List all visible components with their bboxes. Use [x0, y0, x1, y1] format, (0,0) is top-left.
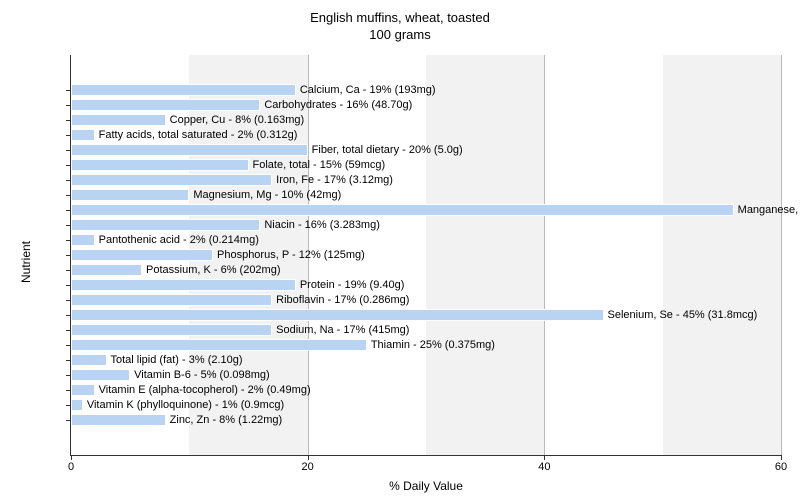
- bar-label: Riboflavin - 17% (0.286mg): [276, 294, 409, 306]
- bar-row: Fatty acids, total saturated - 2% (0.312…: [71, 128, 297, 143]
- xtick-mark: [71, 455, 72, 460]
- bar-label: Potassium, K - 6% (202mg): [146, 264, 281, 276]
- bar-row: Sodium, Na - 17% (415mg): [71, 323, 409, 338]
- bar-row: Vitamin B-6 - 5% (0.098mg): [71, 368, 270, 383]
- bar: [71, 189, 189, 201]
- bar-label: Protein - 19% (9.40g): [300, 279, 405, 291]
- bar-row: Folate, total - 15% (59mcg): [71, 158, 385, 173]
- bar-row: Potassium, K - 6% (202mg): [71, 263, 281, 278]
- bar-row: Iron, Fe - 17% (3.12mg): [71, 173, 393, 188]
- bar: [71, 219, 260, 231]
- bar-label: Thiamin - 25% (0.375mg): [371, 339, 495, 351]
- xtick-mark: [308, 455, 309, 460]
- xtick-label: 40: [538, 461, 550, 473]
- bar: [71, 144, 308, 156]
- bar-label: Sodium, Na - 17% (415mg): [276, 324, 409, 336]
- bar-label: Magnesium, Mg - 10% (42mg): [193, 189, 341, 201]
- chart-title: English muffins, wheat, toasted 100 gram…: [0, 0, 800, 44]
- bar: [71, 204, 734, 216]
- bar-row: Manganese, Mn - 56% (1.120mg): [71, 203, 800, 218]
- bar-row: Zinc, Zn - 8% (1.22mg): [71, 413, 282, 428]
- bar-row: Copper, Cu - 8% (0.163mg): [71, 113, 304, 128]
- xtick-label: 0: [68, 461, 74, 473]
- bar: [71, 399, 83, 411]
- xtick-label: 20: [302, 461, 314, 473]
- bar: [71, 129, 95, 141]
- bar: [71, 384, 95, 396]
- bar: [71, 354, 107, 366]
- bar-label: Total lipid (fat) - 3% (2.10g): [111, 354, 243, 366]
- bar: [71, 339, 367, 351]
- nutrient-chart: English muffins, wheat, toasted 100 gram…: [0, 0, 800, 500]
- bar-row: Thiamin - 25% (0.375mg): [71, 338, 495, 353]
- background-band: [544, 55, 662, 455]
- bar-label: Pantothenic acid - 2% (0.214mg): [99, 234, 259, 246]
- xtick-label: 60: [775, 461, 787, 473]
- bar: [71, 249, 213, 261]
- bar: [71, 369, 130, 381]
- bar-label: Selenium, Se - 45% (31.8mcg): [608, 309, 758, 321]
- bar-label: Vitamin B-6 - 5% (0.098mg): [134, 369, 270, 381]
- x-axis-label: % Daily Value: [389, 479, 463, 493]
- bar-row: Carbohydrates - 16% (48.70g): [71, 98, 412, 113]
- bar-row: Calcium, Ca - 19% (193mg): [71, 83, 436, 98]
- y-axis-label: Nutrient: [19, 241, 33, 283]
- gridline: [544, 55, 545, 455]
- bar: [71, 294, 272, 306]
- bar: [71, 234, 95, 246]
- background-band: [663, 55, 781, 455]
- xtick-mark: [781, 455, 782, 460]
- title-line2: 100 grams: [369, 27, 430, 42]
- bar-row: Riboflavin - 17% (0.286mg): [71, 293, 409, 308]
- bar: [71, 99, 260, 111]
- bar-row: Fiber, total dietary - 20% (5.0g): [71, 143, 463, 158]
- bar-row: Protein - 19% (9.40g): [71, 278, 404, 293]
- bar-label: Copper, Cu - 8% (0.163mg): [170, 114, 305, 126]
- bar-label: Calcium, Ca - 19% (193mg): [300, 84, 436, 96]
- bar-label: Iron, Fe - 17% (3.12mg): [276, 174, 393, 186]
- plot-area: Nutrient % Daily Value 0204060Calcium, C…: [70, 55, 781, 456]
- bar: [71, 279, 296, 291]
- bar: [71, 84, 296, 96]
- bar-row: Magnesium, Mg - 10% (42mg): [71, 188, 341, 203]
- bar-row: Vitamin E (alpha-tocopherol) - 2% (0.49m…: [71, 383, 311, 398]
- bar-label: Fatty acids, total saturated - 2% (0.312…: [99, 129, 298, 141]
- background-band: [426, 55, 544, 455]
- xtick-mark: [544, 455, 545, 460]
- bar-row: Selenium, Se - 45% (31.8mcg): [71, 308, 757, 323]
- bar-row: Niacin - 16% (3.283mg): [71, 218, 380, 233]
- bar-label: Zinc, Zn - 8% (1.22mg): [170, 414, 282, 426]
- bar-label: Carbohydrates - 16% (48.70g): [264, 99, 412, 111]
- bar-label: Fiber, total dietary - 20% (5.0g): [312, 144, 463, 156]
- bar: [71, 264, 142, 276]
- bar-label: Phosphorus, P - 12% (125mg): [217, 249, 365, 261]
- bar-label: Folate, total - 15% (59mcg): [253, 159, 386, 171]
- bar-label: Vitamin K (phylloquinone) - 1% (0.9mcg): [87, 399, 284, 411]
- bar: [71, 309, 604, 321]
- gridline: [781, 55, 782, 455]
- bar: [71, 174, 272, 186]
- title-line1: English muffins, wheat, toasted: [310, 10, 490, 25]
- bar-label: Vitamin E (alpha-tocopherol) - 2% (0.49m…: [99, 384, 311, 396]
- bar-row: Pantothenic acid - 2% (0.214mg): [71, 233, 259, 248]
- bar-row: Total lipid (fat) - 3% (2.10g): [71, 353, 243, 368]
- bar: [71, 114, 166, 126]
- bar: [71, 324, 272, 336]
- bar: [71, 414, 166, 426]
- bar-label: Niacin - 16% (3.283mg): [264, 219, 380, 231]
- bar-row: Phosphorus, P - 12% (125mg): [71, 248, 365, 263]
- bar: [71, 159, 249, 171]
- bar-row: Vitamin K (phylloquinone) - 1% (0.9mcg): [71, 398, 284, 413]
- bar-label: Manganese, Mn - 56% (1.120mg): [738, 204, 800, 216]
